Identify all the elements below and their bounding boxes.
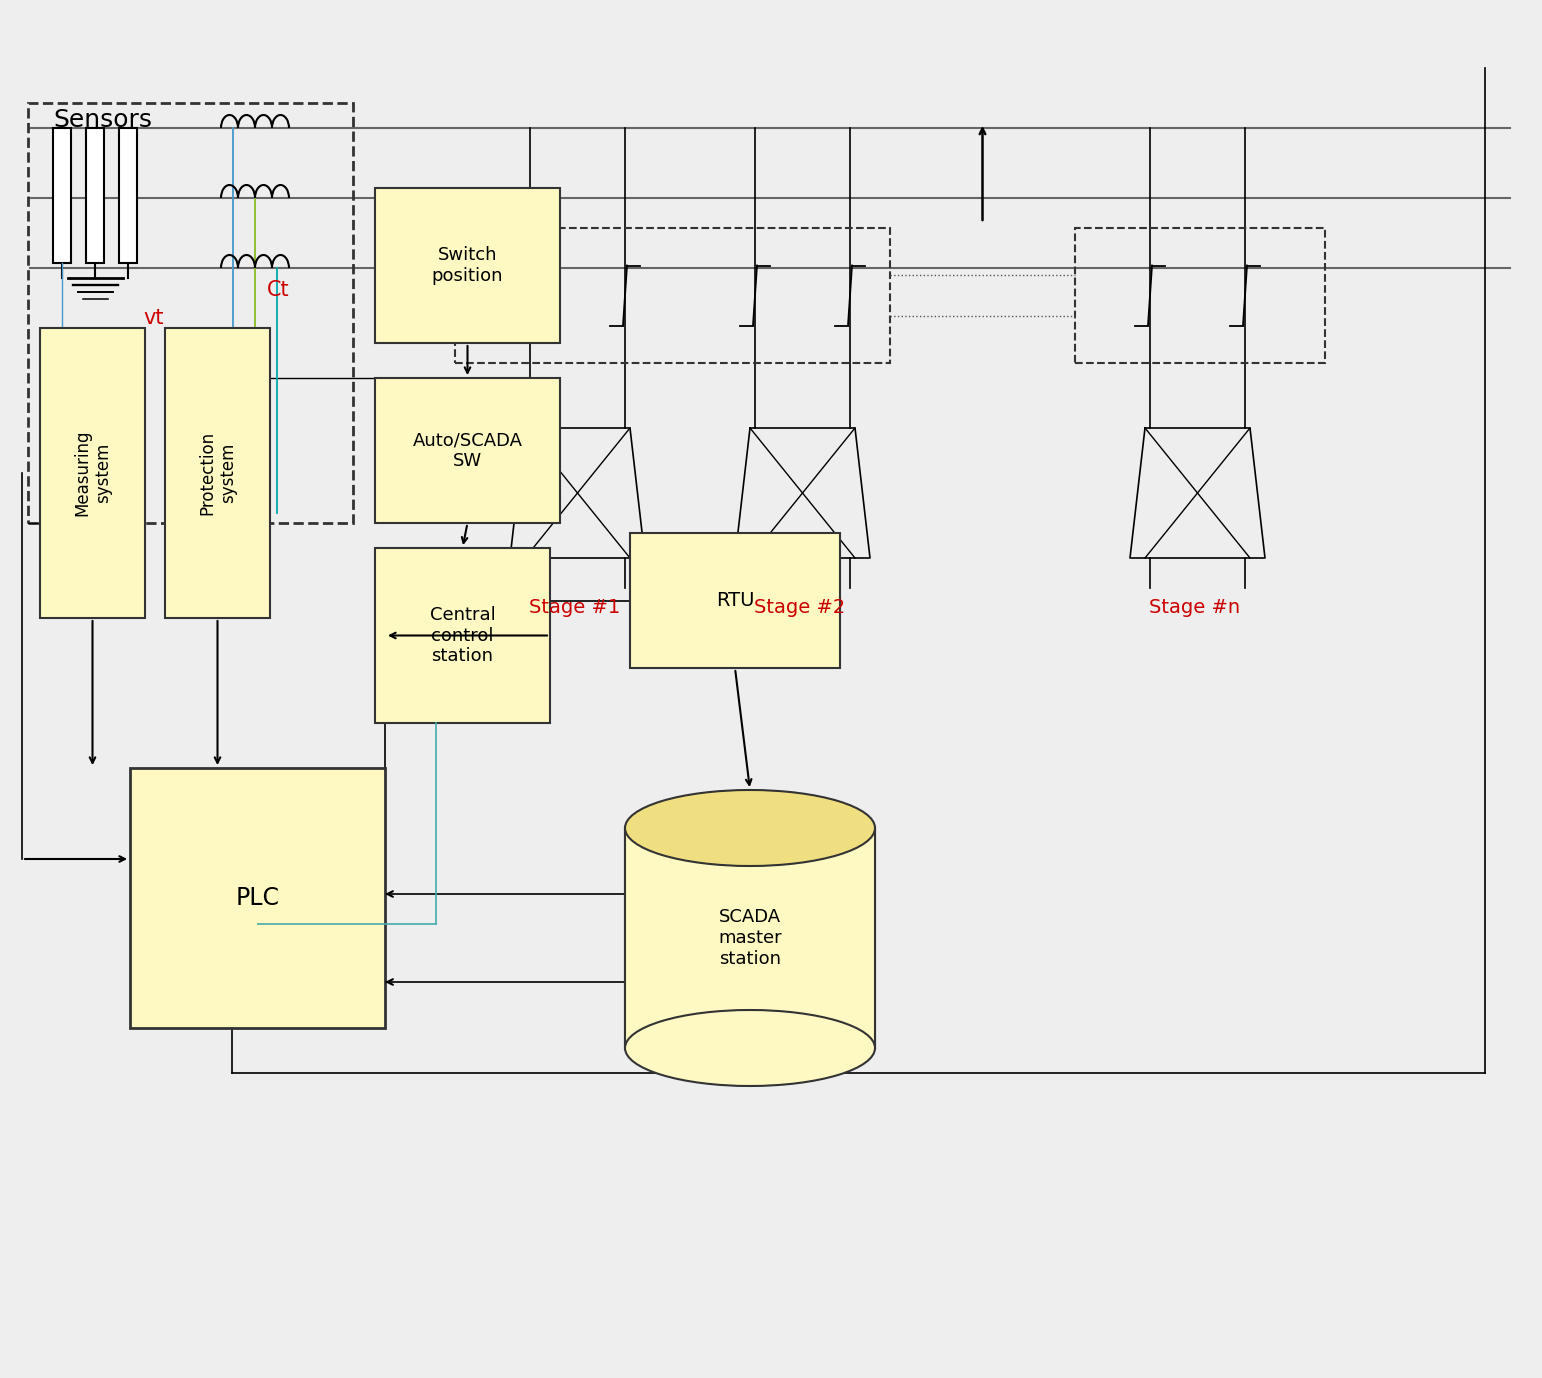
Bar xyxy=(119,128,137,263)
Ellipse shape xyxy=(625,790,874,865)
Text: Stage #n: Stage #n xyxy=(1149,598,1241,617)
Text: vt: vt xyxy=(143,309,163,328)
Text: PLC: PLC xyxy=(236,886,279,909)
Bar xyxy=(375,378,560,524)
Bar xyxy=(375,548,550,723)
Bar xyxy=(455,227,890,362)
Text: Stage #1: Stage #1 xyxy=(529,598,620,617)
Text: SCADA
master
station: SCADA master station xyxy=(719,908,782,967)
Bar xyxy=(86,128,103,263)
Bar xyxy=(130,768,386,1028)
Bar xyxy=(40,328,145,617)
Bar xyxy=(375,187,560,343)
Text: Measuring
system: Measuring system xyxy=(72,430,113,517)
Text: Sensors: Sensors xyxy=(52,107,153,132)
Text: Auto/SCADA
SW: Auto/SCADA SW xyxy=(413,431,523,470)
Bar xyxy=(165,328,270,617)
Bar xyxy=(1075,227,1325,362)
Text: RTU: RTU xyxy=(715,591,754,610)
Text: Ct: Ct xyxy=(267,280,290,300)
Text: Switch
position: Switch position xyxy=(432,247,503,285)
Text: Protection
system: Protection system xyxy=(197,431,237,515)
Text: Central
control
station: Central control station xyxy=(430,606,495,666)
Bar xyxy=(52,128,71,263)
Text: Stage #2: Stage #2 xyxy=(754,598,845,617)
Bar xyxy=(631,533,840,668)
Bar xyxy=(28,103,353,524)
Ellipse shape xyxy=(625,1010,874,1086)
Bar xyxy=(625,828,874,1049)
